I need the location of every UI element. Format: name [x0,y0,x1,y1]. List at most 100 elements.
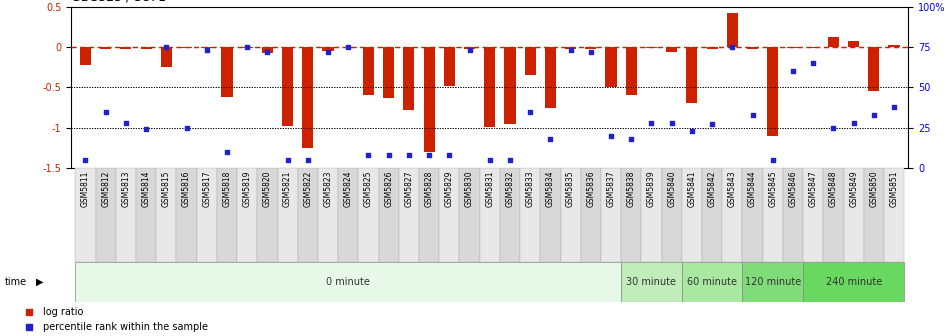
Text: 120 minute: 120 minute [745,277,801,287]
Text: 30 minute: 30 minute [627,277,676,287]
Text: GSM5845: GSM5845 [768,171,777,207]
Bar [848,41,859,47]
Text: GSM5850: GSM5850 [869,171,879,207]
Bar [181,47,192,48]
Text: GSM5813: GSM5813 [122,171,130,207]
Bar [545,47,556,108]
Text: GSM5833: GSM5833 [526,171,534,207]
Bar [682,262,743,302]
Point [846,120,862,126]
Bar [824,168,844,262]
Point [705,122,720,127]
Point [805,60,821,66]
Point [745,112,760,118]
Text: GSM5823: GSM5823 [323,171,333,207]
Bar [282,47,293,126]
Bar [581,168,601,262]
Point [543,136,558,142]
Point [98,109,113,114]
Point [886,104,902,110]
Bar [339,168,359,262]
Bar [383,47,395,98]
Point [118,120,133,126]
Text: GSM5828: GSM5828 [425,171,434,207]
Bar [419,168,439,262]
Bar [177,168,197,262]
Text: GSM5811: GSM5811 [81,171,90,207]
Text: GSM5829: GSM5829 [445,171,454,207]
Bar [484,47,495,127]
Text: GSM5847: GSM5847 [808,171,818,207]
Bar [464,47,476,49]
Bar [525,47,535,75]
Bar [403,47,415,110]
Text: GSM5832: GSM5832 [506,171,514,207]
Bar [136,168,156,262]
Point [199,48,214,53]
Point [280,157,295,163]
Bar [141,47,151,49]
Bar [75,262,621,302]
Bar [116,168,136,262]
Point [866,112,882,118]
Point [159,44,174,50]
Text: GSM5842: GSM5842 [708,171,717,207]
Bar [359,168,378,262]
Text: GSM5835: GSM5835 [566,171,575,207]
Bar [803,262,904,302]
Bar [322,47,334,51]
Text: GSM5825: GSM5825 [364,171,373,207]
Point [604,133,619,138]
Text: GSM5834: GSM5834 [546,171,554,207]
Text: GSM5841: GSM5841 [688,171,696,207]
Bar [641,168,662,262]
Bar [606,47,616,87]
Text: GSM5831: GSM5831 [485,171,495,207]
Point [421,153,437,158]
Point [360,153,376,158]
Text: GSM5827: GSM5827 [404,171,414,207]
Point [664,120,679,126]
Text: time: time [5,277,27,287]
Bar [621,262,682,302]
Text: GSM5840: GSM5840 [668,171,676,207]
Point [340,44,356,50]
Point [297,231,312,236]
Point [644,120,659,126]
Bar [560,168,581,262]
Bar [161,47,172,67]
Point [441,153,456,158]
Bar [278,168,298,262]
Point [78,157,93,163]
Point [502,157,517,163]
Bar [75,168,96,262]
Bar [767,47,778,136]
Text: GSM5821: GSM5821 [283,171,292,207]
Bar [864,168,883,262]
Bar [444,47,455,86]
Point [624,136,639,142]
Point [766,157,781,163]
Bar [601,168,621,262]
Bar [888,45,900,47]
Bar [156,168,177,262]
Bar [80,47,91,65]
Bar [504,47,515,124]
Bar [662,168,682,262]
Bar [787,47,799,48]
Bar [439,168,459,262]
Bar [520,168,540,262]
Text: GSM5819: GSM5819 [243,171,252,207]
Text: GSM5836: GSM5836 [587,171,595,207]
Point [482,157,497,163]
Bar [763,168,783,262]
Point [301,157,316,163]
Bar [743,168,763,262]
Text: 240 minute: 240 minute [825,277,882,287]
Text: GSM5824: GSM5824 [343,171,353,207]
Bar [242,47,253,48]
Point [786,69,801,74]
Bar [459,168,479,262]
Point [297,96,312,102]
Point [220,149,235,155]
